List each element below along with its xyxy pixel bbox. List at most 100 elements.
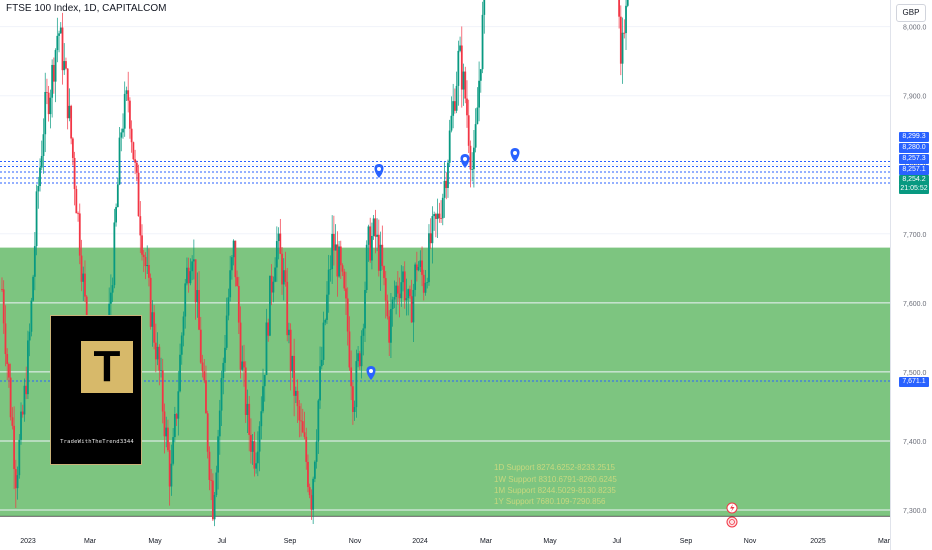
candle-body xyxy=(220,378,223,411)
candle-body xyxy=(293,355,296,396)
candle-body xyxy=(18,439,21,476)
candle-body xyxy=(460,45,463,90)
candle-body xyxy=(199,329,202,363)
candle-body xyxy=(256,451,259,464)
candle-body xyxy=(464,71,467,99)
candle-body xyxy=(4,323,7,355)
time-tick-label: 2024 xyxy=(412,538,428,545)
candle-body xyxy=(322,322,325,360)
candle-body xyxy=(260,411,263,427)
candle-body xyxy=(317,400,320,442)
candle-body xyxy=(388,316,391,343)
support-label-1m: 1M Support 8244.5029-8130.8235 xyxy=(494,486,616,495)
candle-body xyxy=(405,298,408,301)
candle-body xyxy=(343,271,346,289)
candle-body xyxy=(364,290,366,329)
candle-body xyxy=(320,359,323,367)
candle-body xyxy=(13,425,15,470)
price-tick-label: 7,300.0 xyxy=(903,508,926,515)
candle-body xyxy=(384,278,387,301)
logo-tile: T xyxy=(81,341,133,393)
candle-body xyxy=(1,289,3,290)
candle-body xyxy=(153,312,156,343)
candle-body xyxy=(161,370,164,412)
candle-body xyxy=(474,124,477,148)
candle-body xyxy=(433,214,436,217)
candle-body xyxy=(25,385,28,395)
candle-body xyxy=(2,289,5,324)
candle-body xyxy=(116,184,119,208)
candle-body xyxy=(184,283,187,317)
candle-body xyxy=(462,71,465,90)
candle-body xyxy=(206,413,209,452)
candle-body xyxy=(80,255,83,282)
candle-body xyxy=(227,297,230,316)
candle-body xyxy=(135,162,138,173)
candle-body xyxy=(144,256,147,267)
time-tick-label: Mar xyxy=(480,538,493,545)
candle-body xyxy=(158,346,161,371)
candle-body xyxy=(123,93,126,129)
candle-body xyxy=(154,342,157,360)
time-tick-label: Sep xyxy=(680,538,693,545)
candle-body xyxy=(400,282,403,299)
candle-body xyxy=(367,226,370,245)
candle-body xyxy=(49,97,52,115)
time-tick-label: May xyxy=(543,538,557,545)
candle-body xyxy=(393,297,396,300)
candle-body xyxy=(459,45,461,51)
price-tag: 21:05:52 xyxy=(899,184,929,194)
event-icon[interactable] xyxy=(726,516,738,528)
candle-body xyxy=(473,147,475,170)
candle-body xyxy=(450,115,453,131)
candle-body xyxy=(274,267,277,282)
candle-body xyxy=(303,432,306,437)
candle-body xyxy=(142,254,145,257)
candle-body xyxy=(111,285,114,293)
candle-body xyxy=(66,68,69,119)
candle-body xyxy=(250,434,252,452)
candle-body xyxy=(68,105,71,119)
candle-body xyxy=(448,130,451,163)
candle-body xyxy=(179,354,181,392)
candle-body xyxy=(352,386,354,413)
candle-body xyxy=(338,246,340,277)
candle-body xyxy=(52,64,55,82)
currency-badge[interactable]: GBP xyxy=(896,4,926,22)
candle-body xyxy=(167,427,169,451)
logo-watermark: T TradeWithTheTrend3344 xyxy=(50,315,142,465)
location-pin-dot xyxy=(369,369,373,373)
candle-body xyxy=(63,61,66,71)
candle-body xyxy=(346,298,349,332)
candle-body xyxy=(407,289,410,299)
price-tag: 8,254.2 xyxy=(899,175,929,185)
candle-body xyxy=(59,27,62,34)
candle-body xyxy=(441,197,444,219)
candle-body xyxy=(436,213,439,219)
candle-body xyxy=(191,261,194,272)
candle-body xyxy=(127,90,130,101)
price-tick-label: 7,400.0 xyxy=(903,439,926,446)
candle-body xyxy=(426,282,429,283)
candle-body xyxy=(398,293,401,299)
chart-title: FTSE 100 Index, 1D, CAPITALCOM xyxy=(6,3,167,14)
location-pin-dot xyxy=(377,167,381,171)
candle-body xyxy=(253,441,256,469)
candle-body xyxy=(621,32,624,64)
candle-body xyxy=(265,322,268,376)
alert-icons[interactable] xyxy=(726,502,738,528)
time-tick-label: Jul xyxy=(218,538,227,545)
candle-body xyxy=(163,411,166,437)
candle-body xyxy=(331,233,334,270)
candle-body xyxy=(11,417,14,426)
price-tick-label: 7,600.0 xyxy=(903,301,926,308)
price-tick-label: 7,500.0 xyxy=(903,370,926,377)
candle-body xyxy=(313,461,316,479)
candle-body xyxy=(625,5,627,34)
candle-body xyxy=(282,270,285,285)
candle-body xyxy=(377,234,380,271)
candle-body xyxy=(231,257,233,271)
candle-body xyxy=(58,33,60,36)
time-tick-label: May xyxy=(148,538,162,545)
price-tick-label: 8,000.0 xyxy=(903,25,926,32)
